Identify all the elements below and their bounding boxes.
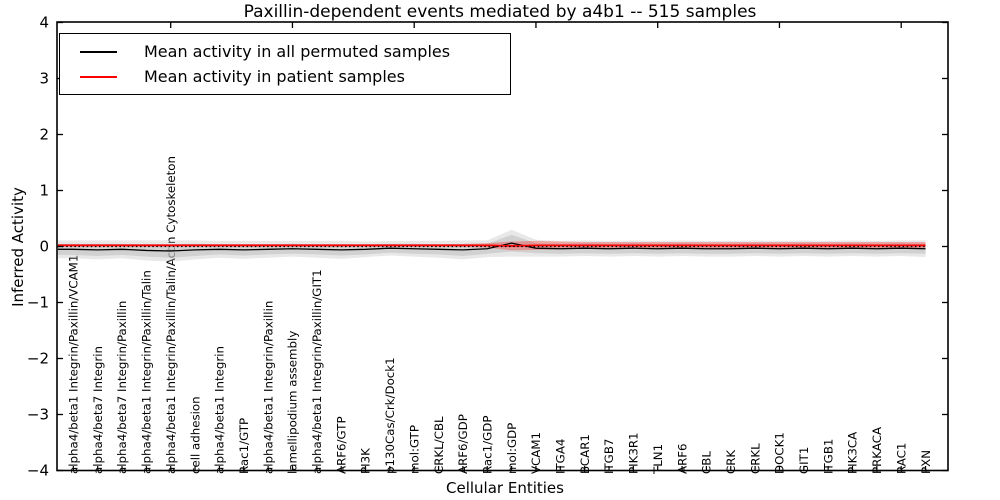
x-tick-label: CBL [700,451,714,474]
x-tick-label: PRKACA [870,427,884,474]
x-tick-label: ITGA4 [554,439,568,474]
x-tick-label: ARF6/GTP [334,416,348,474]
x-tick-label: alpha4/beta1 Integrin/Paxillin [261,301,275,474]
x-tick-label: VCAM1 [529,432,543,474]
legend-line-patient-icon [80,75,117,78]
y-tick-label: −2 [27,350,49,368]
y-axis-label: Inferred Activity [9,187,27,307]
x-tick-label: mol:GTP [407,425,421,474]
x-tick-label: mol:GDP [505,423,519,474]
series-line-0 [58,242,926,252]
x-tick-label: PIK3CA [846,432,860,474]
x-tick-label: PXN [919,450,933,474]
x-tick-label: ITGB7 [602,439,616,474]
x-tick-label: CRKL [748,443,762,474]
legend-label-permuted: Mean activity in all permuted samples [144,42,451,61]
legend-item-permuted: Mean activity in all permuted samples [80,42,510,61]
x-tick-label: Rac1/GDP [480,416,494,474]
x-tick-label: alpha4/beta7 Integrin [91,346,105,474]
x-tick-label: alpha4/beta1 Integrin/Paxillin/Talin [140,270,154,474]
y-tick-label: 4 [39,14,49,32]
x-tick-label: cell adhesion [188,396,202,474]
x-tick-label: DOCK1 [773,432,787,474]
x-tick-label: Rac1/GTP [237,418,251,474]
legend: Mean activity in all permuted samples Me… [59,33,511,95]
y-tick-label: 3 [39,70,49,88]
x-tick-label: PIK3R1 [627,432,641,474]
y-tick-label: −1 [27,294,49,312]
x-tick-label: CRKL/CBL [432,416,446,474]
x-tick-label: ARF6 [675,443,689,474]
legend-line-permuted-icon [80,50,117,53]
x-tick-label: lamellipodium assembly [286,331,300,474]
chart-title: Paxillin-dependent events mediated by a4… [243,2,757,22]
x-tick-label: alpha4/beta1 Integrin/Paxillin/VCAM1 [67,255,81,474]
x-tick-label: RAC1 [894,443,908,474]
y-tick-label: 0 [39,238,49,256]
x-tick-label: alpha4/beta1 Integrin [213,346,227,474]
x-tick-label: p130Cas/Crk/Dock1 [383,357,397,474]
y-tick-label: 2 [39,126,49,144]
legend-item-patient: Mean activity in patient samples [80,67,510,86]
x-tick-label: PI3K [359,448,373,474]
x-axis-label: Cellular Entities [446,479,564,497]
x-tick-label: BCAR1 [578,434,592,474]
x-tick-label: alpha4/beta7 Integrin/Paxillin [115,301,129,474]
x-tick-label: ITGB1 [821,439,835,474]
x-tick-label: GIT1 [797,447,811,474]
y-tick-label: 1 [39,182,49,200]
x-tick-label: CRK [724,450,738,474]
y-tick-label: −3 [27,406,49,424]
series-line-1 [58,244,926,247]
x-tick-label: alpha4/beta1 Integrin/Paxillin/Talin/Act… [164,156,178,474]
x-tick-label: TLN1 [651,444,665,475]
x-tick-label: alpha4/beta1 Integrin/Paxillin/GIT1 [310,269,324,474]
y-tick-label: −4 [27,462,49,480]
legend-label-patient: Mean activity in patient samples [144,67,405,86]
x-tick-label: ARF6/GDP [456,414,470,474]
